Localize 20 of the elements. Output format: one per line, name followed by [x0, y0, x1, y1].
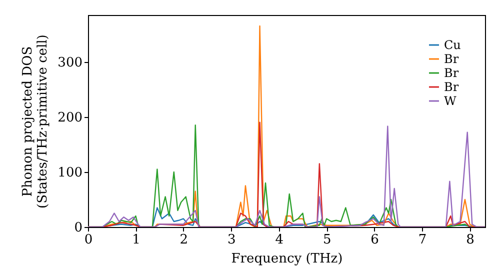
- x-tick-label: 8: [466, 232, 474, 248]
- x-tick-label: 1: [132, 232, 140, 248]
- y-tick-label: 100: [58, 165, 82, 180]
- x-tick-label: 2: [180, 232, 188, 248]
- x-tick-label: 3: [228, 232, 236, 248]
- legend-label: W: [444, 94, 457, 108]
- legend-label: Cu: [444, 38, 462, 52]
- x-tick-label: 7: [418, 232, 427, 248]
- legend-label: Br: [444, 66, 459, 80]
- legend-label: Br: [444, 80, 459, 94]
- x-tick-label: 5: [322, 232, 332, 248]
- x-tick-label: 6: [370, 232, 379, 248]
- x-tick-label: 4: [275, 232, 284, 248]
- y-axis-title: Phonon projected DOS (States/THz·primitive cell): [20, 34, 51, 209]
- legend-label: Br: [444, 52, 459, 66]
- y-tick-label: 200: [58, 110, 82, 126]
- y-tick-label: 0: [74, 220, 82, 236]
- x-tick-label: 0: [84, 232, 93, 248]
- y-tick-label: 300: [58, 55, 82, 70]
- x-axis-title: Frequency (THz): [231, 252, 343, 266]
